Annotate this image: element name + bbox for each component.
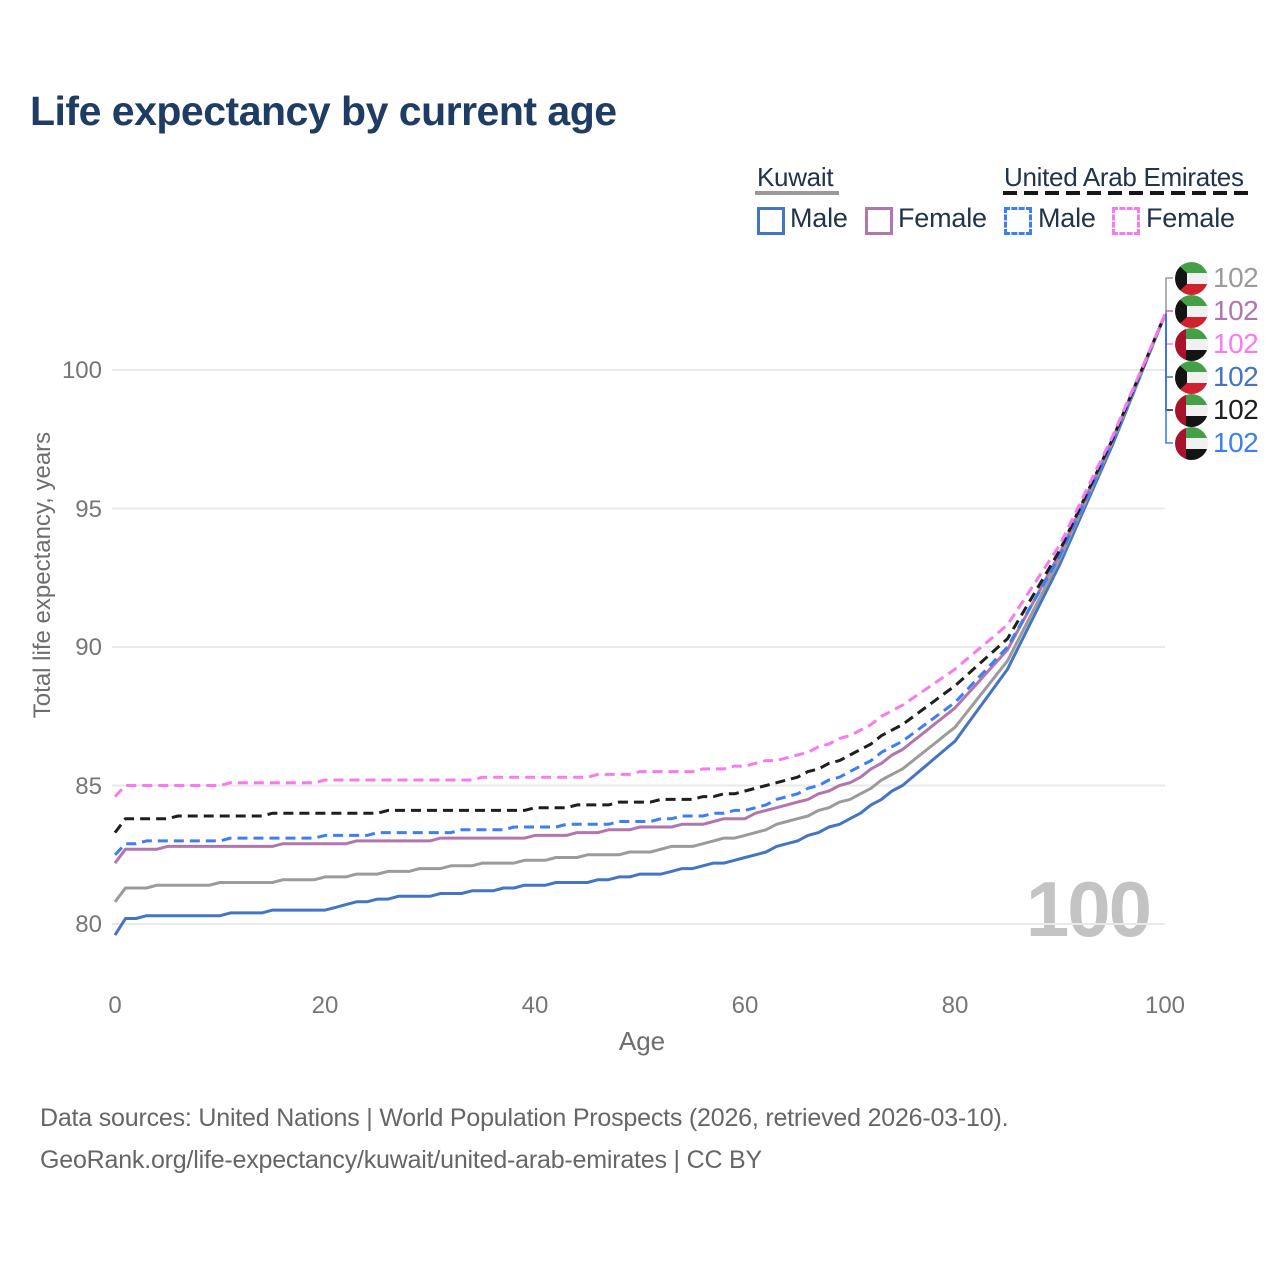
- kuwait-flag-icon: [1175, 261, 1208, 295]
- x-axis-title: Age: [618, 1026, 666, 1056]
- legend-group-kuwait[interactable]: Kuwait: [757, 162, 834, 192]
- series-line-kuwait-male[interactable]: [113, 314, 1167, 936]
- end-value-uae-female: 102: [1213, 328, 1259, 359]
- x-tick-label-0: 0: [108, 992, 122, 1019]
- series-line-uae-female[interactable]: [113, 314, 1167, 798]
- y-tick-label-100: 100: [61, 357, 102, 384]
- legend-group-uae[interactable]: United Arab Emirates: [1004, 162, 1244, 192]
- end-value-uae-male: 102: [1213, 427, 1259, 458]
- end-label-uae-male[interactable]: 102: [1175, 426, 1259, 460]
- uae-flag-icon: [1175, 393, 1208, 427]
- x-tick-label-60: 60: [731, 992, 759, 1019]
- legend-label-kuwait-male[interactable]: Male: [790, 203, 848, 233]
- legend-label-uae-female[interactable]: Female: [1146, 203, 1235, 233]
- page-title: Life expectancy by current age: [30, 88, 617, 134]
- end-label-uae-female[interactable]: 102: [1175, 327, 1259, 361]
- legend-swatch-uae-female[interactable]: [1112, 207, 1140, 235]
- x-tick-label-40: 40: [521, 992, 549, 1019]
- x-tick-label-80: 80: [941, 992, 969, 1019]
- y-tick-label-95: 95: [75, 495, 102, 523]
- x-tick-label-100: 100: [1144, 992, 1186, 1019]
- end-value-uae-overall: 102: [1213, 394, 1259, 425]
- end-label-uae-overall[interactable]: 102: [1175, 393, 1259, 427]
- uae-flag-icon: [1175, 426, 1208, 460]
- age-cursor-value: 100: [1025, 865, 1152, 953]
- end-value-kuwait-male: 102: [1213, 361, 1259, 392]
- legend-label-kuwait-female[interactable]: Female: [898, 203, 987, 233]
- x-tick-label-20: 20: [311, 992, 339, 1019]
- uae-flag-icon: [1175, 327, 1208, 361]
- legend-kuwait-line-sample: [755, 191, 839, 195]
- leader-kuwait-overall: [1165, 277, 1173, 316]
- legend-swatch-kuwait-male[interactable]: [757, 207, 785, 235]
- end-label-kuwait-female[interactable]: 102: [1175, 294, 1259, 328]
- kuwait-flag-icon: [1175, 360, 1208, 394]
- legend-uae-line-sample: [1003, 191, 1254, 195]
- series-line-uae-male[interactable]: [113, 314, 1167, 856]
- y-tick-label-80: 80: [75, 911, 102, 938]
- legend-swatch-kuwait-female[interactable]: [865, 207, 893, 235]
- footer-data-sources: Data sources: United Nations | World Pop…: [40, 1104, 1009, 1132]
- series-line-uae-overall[interactable]: [113, 314, 1167, 834]
- end-value-kuwait-female: 102: [1213, 295, 1259, 326]
- series-line-kuwait-overall[interactable]: [113, 314, 1167, 903]
- legend-swatch-uae-male[interactable]: [1004, 207, 1032, 235]
- series-line-kuwait-female[interactable]: [113, 314, 1167, 865]
- legend-label-uae-male[interactable]: Male: [1038, 203, 1096, 233]
- end-value-kuwait-overall: 102: [1213, 262, 1259, 293]
- end-label-kuwait-overall[interactable]: 102: [1175, 261, 1259, 295]
- leader-uae-male: [1165, 313, 1173, 444]
- y-axis-title: Total life expectancy, years: [29, 431, 56, 719]
- y-tick-label-85: 85: [75, 772, 102, 800]
- kuwait-flag-icon: [1175, 294, 1208, 328]
- y-tick-label-90: 90: [75, 634, 102, 661]
- footer-attribution: GeoRank.org/life-expectancy/kuwait/unite…: [40, 1146, 762, 1174]
- end-label-kuwait-male[interactable]: 102: [1175, 360, 1259, 394]
